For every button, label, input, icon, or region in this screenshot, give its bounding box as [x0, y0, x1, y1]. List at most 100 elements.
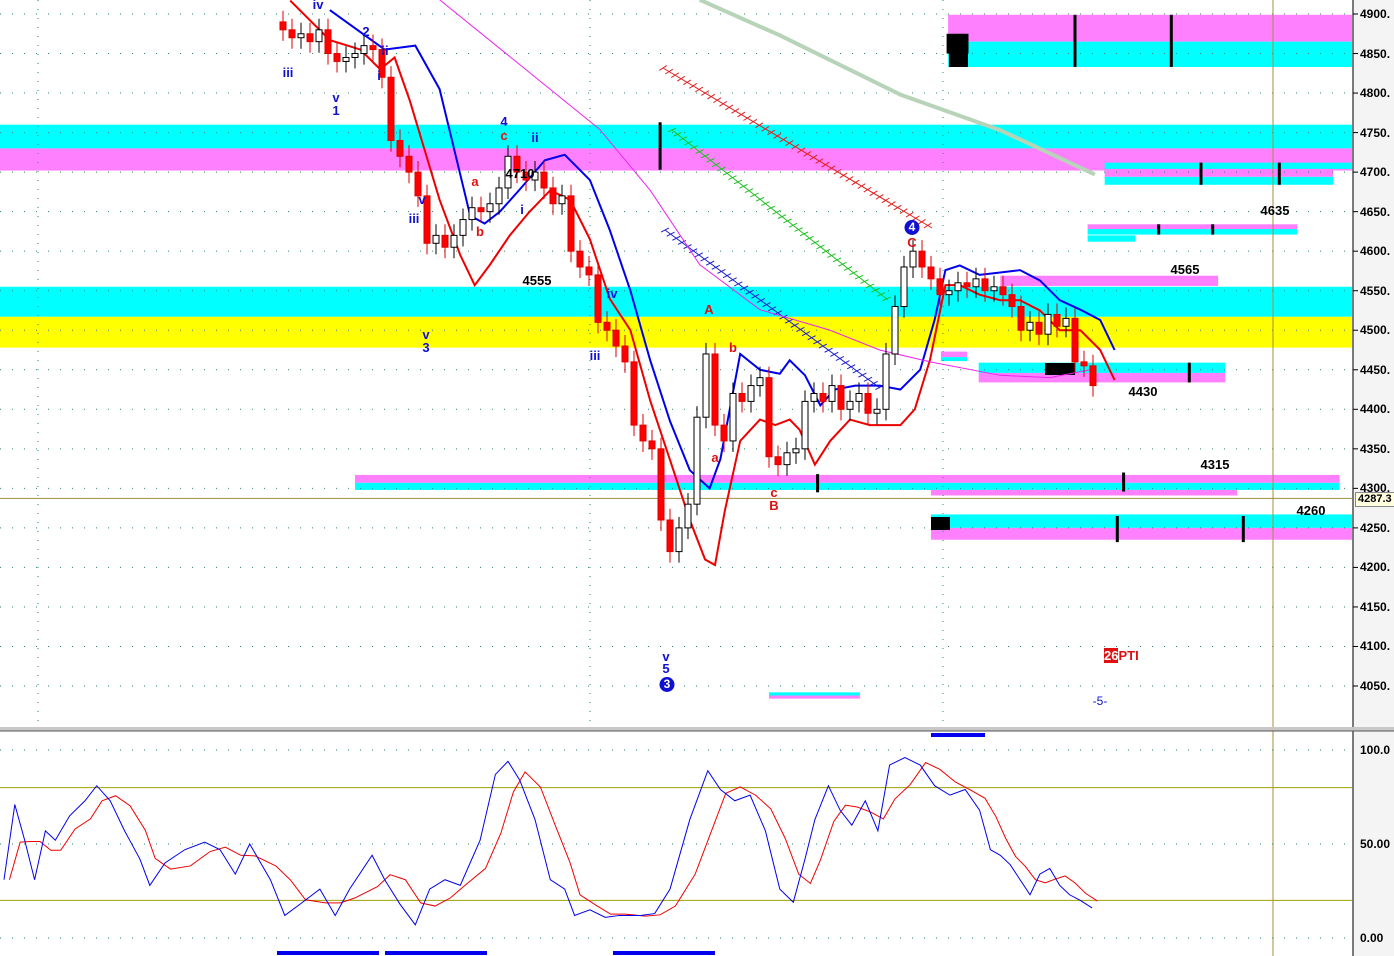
candle-body — [927, 266, 935, 280]
level-marker — [1122, 472, 1126, 492]
trend-line-tick — [761, 125, 770, 132]
trend-line-tick — [743, 115, 752, 121]
trend-line-tick — [917, 219, 926, 225]
trend-line-tick — [683, 79, 692, 86]
oscillator-slow-line — [8, 761, 1098, 917]
trend-line-tick — [887, 201, 896, 207]
wave-label: B — [769, 498, 779, 513]
trend-line-tick — [689, 144, 699, 150]
candle-body — [486, 203, 494, 213]
candle-body — [387, 76, 395, 141]
candle-body — [288, 29, 296, 39]
price-zone — [769, 695, 860, 699]
trend-line-tick — [857, 183, 866, 189]
trend-line-tick — [865, 283, 875, 289]
trend-line-tick — [719, 100, 728, 107]
trend-line-tick — [767, 129, 776, 136]
candle-body — [648, 440, 656, 450]
candle-body — [891, 306, 899, 355]
trend-line-tick — [737, 111, 746, 118]
candle-body — [594, 274, 602, 323]
candle-body — [477, 207, 485, 213]
candle-body — [846, 400, 854, 410]
wave-label: 4 — [500, 114, 508, 129]
trend-line-tick — [706, 157, 715, 163]
candle-body — [369, 45, 377, 51]
candle-body — [963, 282, 971, 288]
oscillator-tick-label: 50.00 — [1360, 837, 1391, 851]
price-zone — [1000, 275, 1219, 286]
trend-line-tick — [700, 153, 710, 159]
price-tick-label: 4350. — [1360, 441, 1391, 456]
trend-line-tick — [882, 296, 891, 302]
price-tick-label: 4300. — [1360, 481, 1391, 496]
candle-body — [882, 353, 890, 410]
trend-line-tick — [816, 244, 825, 250]
trend-line-tick — [818, 343, 828, 349]
price-zone — [978, 362, 1226, 373]
trend-line-tick — [805, 235, 814, 241]
candle-body — [522, 171, 530, 181]
candle-body — [873, 408, 881, 414]
candle-body — [342, 56, 350, 62]
price-zone — [940, 357, 967, 362]
candle-body — [576, 250, 584, 268]
trend-line-tick — [899, 208, 908, 214]
trend-line-tick — [881, 197, 890, 204]
level-marker — [1187, 362, 1191, 383]
price-tick-label: 4100. — [1360, 639, 1391, 654]
price-zone — [355, 482, 1340, 490]
trend-line-tick — [750, 192, 759, 198]
trend-line-tick — [876, 292, 886, 297]
trend-line-tick — [858, 372, 867, 378]
candle-body — [621, 345, 629, 363]
candle-body — [378, 49, 386, 78]
candle-body — [504, 155, 512, 189]
trend-line-tick — [660, 227, 670, 233]
trend-line-tick — [835, 356, 845, 361]
trend-line-tick — [667, 127, 677, 133]
price-tick-label: 4250. — [1360, 520, 1391, 535]
trend-line-tick — [707, 93, 716, 100]
level-marker — [1115, 516, 1119, 543]
trend-line-tick — [788, 222, 798, 228]
candle-body — [783, 452, 791, 466]
trend-line-tick — [905, 211, 914, 218]
wave-label: A — [704, 302, 714, 317]
trend-line-tick — [841, 360, 850, 366]
trend-line-tick — [722, 273, 732, 279]
trend-line-tick — [846, 364, 856, 370]
trend-line-tick — [755, 196, 765, 202]
trend-line — [671, 129, 889, 301]
candle-body — [837, 385, 845, 410]
wave-label: v — [332, 90, 340, 105]
candle-body — [333, 53, 341, 62]
level-marker — [1169, 14, 1173, 67]
trend-line-tick — [739, 285, 749, 291]
trend-line-tick — [773, 133, 782, 139]
trend-line-tick — [766, 205, 776, 211]
wave-label: 2 — [362, 24, 370, 39]
price-tick-label: 4400. — [1360, 402, 1391, 417]
level-marker — [949, 41, 968, 67]
trend-line — [662, 67, 933, 229]
candle-body — [558, 195, 566, 205]
trend-line-tick — [911, 215, 920, 222]
candle-body — [765, 377, 773, 458]
candle-body — [1089, 365, 1097, 387]
level-marker — [1045, 363, 1075, 375]
price-tick-label: 4700. — [1360, 165, 1391, 180]
price-zone — [940, 351, 967, 358]
price-annotation: 4315 — [1200, 457, 1230, 472]
price-annotation: 4710 — [505, 166, 535, 181]
trend-line-tick — [875, 193, 884, 200]
wave-label: 3 — [422, 340, 430, 355]
trend-line-tick — [869, 190, 878, 197]
wave-label: a — [471, 174, 479, 189]
price-tick-label: 4150. — [1360, 599, 1391, 614]
wave-label: iii — [408, 211, 420, 226]
candle-body — [531, 171, 539, 181]
trend-line-tick — [923, 222, 932, 229]
trend-line-tick — [790, 322, 799, 328]
